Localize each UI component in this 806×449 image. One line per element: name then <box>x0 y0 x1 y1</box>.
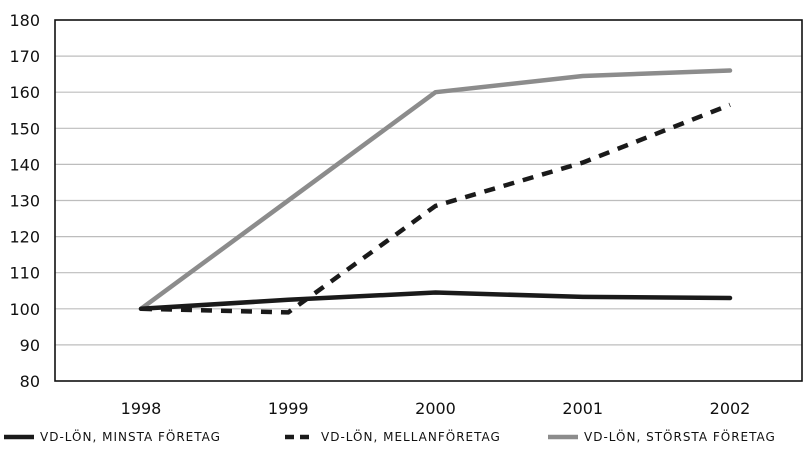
legend-label-2: VD-LÖN, MELLANFÖRETAG <box>321 428 501 444</box>
y-tick-label: 130 <box>9 192 40 211</box>
y-tick-label: 140 <box>9 155 40 174</box>
series-line-1 <box>138 290 733 312</box>
x-tick-label: 1998 <box>121 399 162 418</box>
series <box>138 68 733 315</box>
y-tick-label: 180 <box>9 11 40 30</box>
y-tick-label: 120 <box>9 228 40 247</box>
x-tick-label: 2001 <box>562 399 603 418</box>
y-tick-label: 100 <box>9 300 40 319</box>
y-tick-label: 160 <box>9 83 40 102</box>
legend-label-1: VD-LÖN, MINSTA FÖRETAG <box>40 428 221 444</box>
y-tick-label: 170 <box>9 47 40 66</box>
y-tick-label: 80 <box>20 372 40 391</box>
axes: 80 90 100 110 120 130 140 150 160 170 180 1998 1999 2… <box>9 11 803 418</box>
plot-frame <box>54 19 803 382</box>
x-tick-label: 2000 <box>415 399 456 418</box>
y-tick-label: 150 <box>9 119 40 138</box>
grid <box>55 55 802 346</box>
legend: VD-LÖN, MINSTA FÖRETAG VD-LÖN, MELLANFÖRE… <box>4 428 776 444</box>
y-tick-label: 90 <box>20 336 40 355</box>
x-tick-label: 1999 <box>268 399 309 418</box>
y-tick-label: 110 <box>9 264 40 283</box>
series-line-3 <box>138 68 733 312</box>
legend-label-3: VD-LÖN, STÖRSTA FÖRETAG <box>584 428 776 444</box>
x-tick-label: 2002 <box>710 399 751 418</box>
series-line-2 <box>140 102 731 315</box>
